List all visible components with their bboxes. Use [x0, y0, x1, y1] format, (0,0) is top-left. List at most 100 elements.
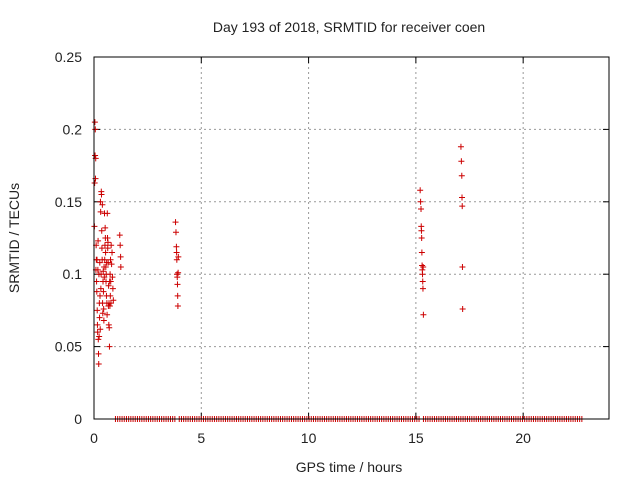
- data-point: [102, 263, 109, 270]
- data-point: [174, 292, 181, 299]
- x-axis-label: GPS time / hours: [296, 459, 403, 475]
- data-point: [94, 321, 101, 328]
- data-point: [94, 256, 101, 263]
- data-point: [100, 268, 107, 275]
- data-point: [109, 249, 116, 256]
- data-point: [459, 203, 466, 210]
- data-point: [419, 278, 426, 285]
- data-point: [100, 288, 107, 295]
- x-tick-label: 15: [408, 430, 424, 446]
- grid-lines: [94, 57, 609, 419]
- data-point: [99, 201, 106, 208]
- data-point: [117, 242, 124, 249]
- y-tick-label: 0.1: [63, 266, 83, 282]
- data-point: [457, 143, 464, 150]
- data-point: [175, 253, 182, 260]
- data-point: [106, 324, 113, 331]
- data-point: [106, 303, 113, 310]
- data-point: [458, 172, 465, 179]
- data-point: [174, 303, 181, 310]
- data-point: [418, 235, 425, 241]
- data-point: [418, 227, 425, 234]
- y-tick-label: 0.15: [55, 194, 82, 210]
- data-point: [96, 314, 103, 321]
- data-point: [459, 305, 466, 312]
- data-point: [95, 350, 102, 357]
- y-tick-label: 0.25: [55, 49, 82, 65]
- data-point: [418, 206, 425, 213]
- data-point: [92, 175, 99, 182]
- data-point: [173, 243, 180, 250]
- data-point: [91, 179, 98, 186]
- data-point: [458, 158, 465, 165]
- data-point: [98, 245, 105, 252]
- data-point: [107, 278, 114, 285]
- data-point: [108, 242, 115, 249]
- x-tick-label: 20: [515, 430, 531, 446]
- data-point: [459, 194, 466, 201]
- data-point: [93, 278, 100, 285]
- data-point: [96, 333, 103, 340]
- data-point: [104, 311, 111, 318]
- data-point: [91, 119, 98, 126]
- data-point: [107, 256, 114, 263]
- y-tick-label: 0.2: [63, 121, 83, 137]
- data-point: [459, 263, 466, 270]
- data-point: [104, 245, 111, 252]
- data-point: [105, 282, 112, 289]
- data-point: [100, 305, 107, 312]
- data-point: [98, 191, 105, 198]
- data-point: [420, 263, 427, 270]
- data-point: [417, 187, 424, 194]
- x-tick-label: 5: [197, 430, 205, 446]
- data-point: [93, 288, 100, 295]
- data-point: [108, 261, 115, 268]
- data-point: [95, 360, 102, 367]
- data-point: [117, 253, 124, 260]
- data-point: [107, 292, 114, 299]
- data-point: [116, 232, 123, 239]
- data-point: [419, 271, 426, 278]
- data-point: [97, 326, 104, 333]
- data-point: [100, 317, 107, 324]
- data-point: [98, 227, 105, 234]
- y-axis-label: SRMTID / TECUs: [6, 183, 22, 293]
- data-point: [95, 336, 102, 343]
- data-point: [95, 237, 102, 244]
- data-point: [99, 310, 106, 317]
- data-point: [104, 239, 111, 246]
- data-point: [174, 274, 181, 281]
- plot-frame: [93, 56, 610, 420]
- data-point: [117, 263, 124, 270]
- data-point: [175, 269, 182, 276]
- data-point: [172, 219, 179, 226]
- data-point: [94, 329, 101, 336]
- data-point: [104, 210, 111, 217]
- data-point: [97, 208, 104, 215]
- x-tick-label: 10: [301, 430, 317, 446]
- data-point: [92, 126, 99, 133]
- data-point: [97, 292, 104, 299]
- chart-title: Day 193 of 2018, SRMTID for receiver coe…: [213, 19, 485, 35]
- data-point: [173, 249, 180, 256]
- data-point: [106, 343, 113, 350]
- data-point: [172, 229, 179, 236]
- y-tick-label: 0.05: [55, 339, 82, 355]
- data-point: [173, 256, 180, 263]
- data-point: [417, 198, 424, 205]
- data-point: [420, 311, 427, 318]
- x-tick-label: 0: [90, 430, 98, 446]
- data-point: [92, 152, 99, 159]
- data-point: [110, 297, 117, 304]
- data-points: [91, 119, 585, 422]
- data-point: [109, 274, 116, 281]
- data-point: [102, 224, 109, 231]
- data-point: [102, 249, 109, 256]
- data-point: [419, 285, 426, 292]
- data-point: [101, 242, 108, 249]
- data-point: [97, 285, 104, 292]
- y-tick-label: 0: [74, 411, 82, 427]
- data-point: [109, 285, 116, 292]
- data-point: [94, 266, 101, 273]
